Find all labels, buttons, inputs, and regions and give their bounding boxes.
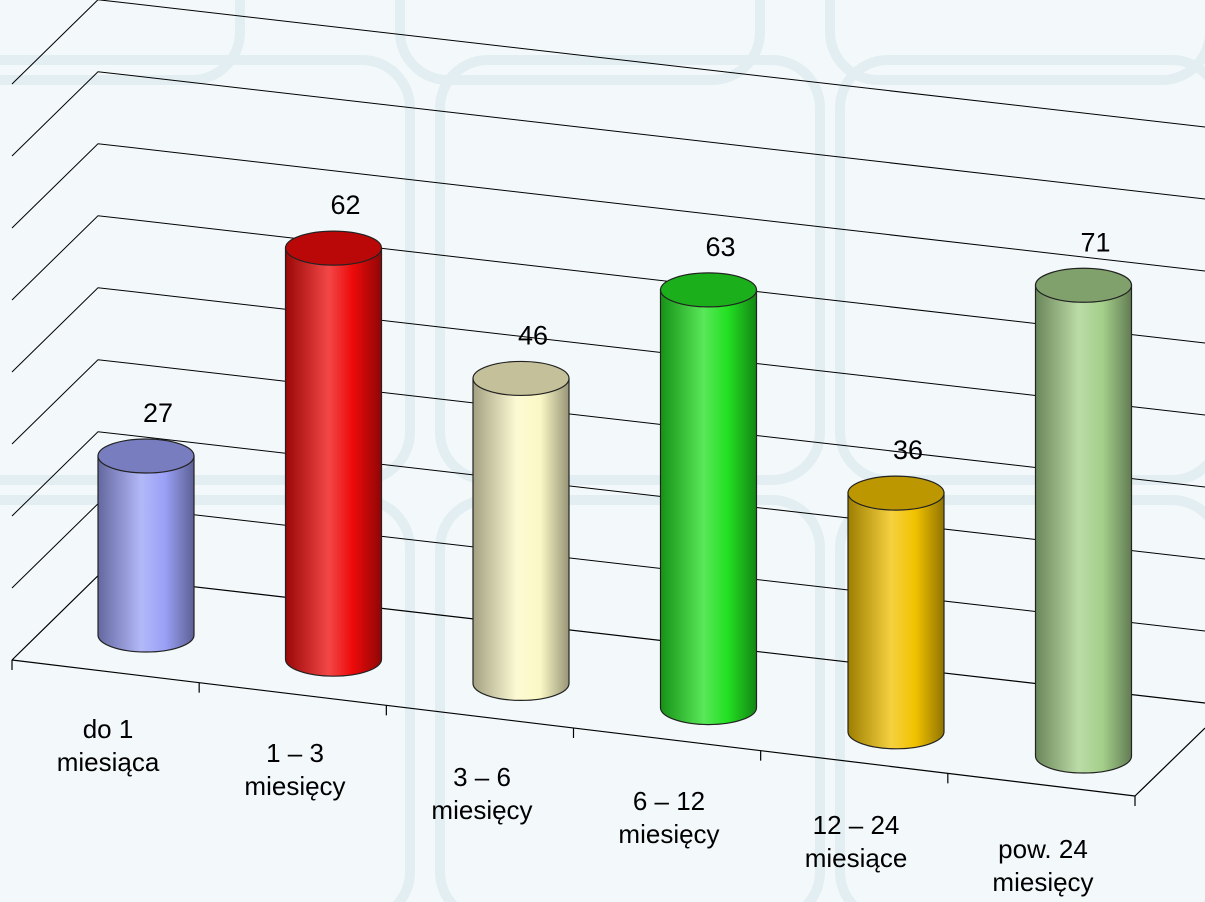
category-label: pow. 24 miesięcy <box>992 834 1093 897</box>
labels-layer: 27 do 1 miesiąca 62 1 – 3 miesięcy 46 3 – 6 mies… <box>57 190 1111 897</box>
background-tile <box>825 0 1205 85</box>
cylinder-body <box>659 289 758 726</box>
background-tile <box>435 55 825 485</box>
data-label: 63 <box>705 232 735 262</box>
gridline <box>11 359 1205 488</box>
gridline <box>11 71 1205 200</box>
bar-0 <box>97 438 195 653</box>
bar-4 <box>847 475 945 750</box>
axes <box>11 659 1205 806</box>
cylinder-body <box>847 492 945 750</box>
cylinder-body <box>472 377 570 701</box>
bar-3 <box>659 272 758 726</box>
gridline <box>11 287 1205 416</box>
gridline <box>11 215 1205 344</box>
cylinder-body <box>284 247 383 677</box>
cylinder-top <box>847 475 945 511</box>
cylinder-top <box>97 438 195 474</box>
cylinder-top <box>472 360 570 397</box>
gridline <box>11 431 1205 560</box>
bar-2 <box>472 360 570 701</box>
bar-5 <box>1034 267 1133 774</box>
data-label: 36 <box>893 435 923 465</box>
data-label: 71 <box>1080 227 1110 257</box>
background-tile <box>395 0 765 85</box>
cylinder-top <box>1034 267 1133 303</box>
category-label: do 1 miesiąca <box>57 714 160 777</box>
background-tile <box>835 495 1205 902</box>
category-label: 6 – 12 miesięcy <box>618 786 719 849</box>
data-label: 46 <box>518 320 548 350</box>
gridline <box>11 143 1205 272</box>
cylinder-top <box>284 230 383 266</box>
bars-layer <box>97 230 1133 774</box>
cylinder-top <box>659 272 758 308</box>
background-tile <box>835 55 1205 485</box>
gridline <box>11 0 1205 128</box>
bar-1 <box>284 230 383 677</box>
cylinder-body <box>97 455 195 653</box>
background-tile <box>435 495 825 902</box>
data-label: 27 <box>143 398 173 428</box>
cylinder-body <box>1034 284 1133 774</box>
category-label: 3 – 6 miesięcy <box>431 762 532 825</box>
category-label: 1 – 3 miesięcy <box>244 738 345 801</box>
gridlines <box>11 0 1205 704</box>
category-label: 12 – 24 miesiące <box>805 810 908 873</box>
data-label: 62 <box>330 190 360 220</box>
floor-right-edge <box>1134 727 1205 797</box>
